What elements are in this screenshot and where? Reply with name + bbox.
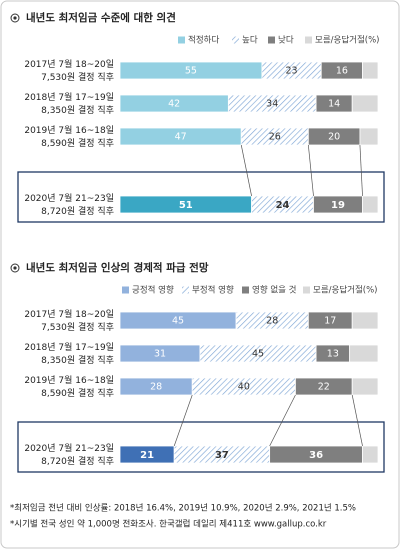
value-label: 51 bbox=[179, 200, 193, 211]
connector bbox=[359, 144, 363, 197]
bar-segment bbox=[362, 445, 379, 464]
legend-label: 부정적 영향 bbox=[192, 285, 234, 296]
category-label: 8,590원 결정 직후 bbox=[41, 138, 114, 149]
bar-segment bbox=[359, 127, 379, 146]
value-label: 19 bbox=[331, 200, 345, 211]
legend-swatch bbox=[122, 286, 129, 294]
legend-swatch bbox=[268, 36, 275, 44]
category-label: 8,350원 결정 직후 bbox=[41, 105, 114, 116]
category-label: 8,720원 결정 직후 bbox=[41, 206, 114, 217]
value-label: 14 bbox=[328, 99, 340, 110]
value-label: 16 bbox=[336, 66, 348, 77]
value-label: 47 bbox=[175, 132, 187, 143]
value-label: 42 bbox=[168, 99, 180, 110]
legend-label: 모름/응답거절(%) bbox=[313, 285, 378, 296]
legend-swatch bbox=[182, 286, 189, 294]
title-icon bbox=[10, 13, 20, 23]
category-label: 8,720원 결정 직후 bbox=[41, 456, 114, 467]
category-label: 2019년 7월 16~18일 bbox=[24, 124, 114, 136]
legend-label: 낮다 bbox=[278, 35, 294, 46]
value-label: 28 bbox=[266, 316, 278, 327]
value-label: 23 bbox=[286, 66, 298, 77]
footnote: *최저임금 전년 대비 인상률: 2018년 16.4%, 2019년 10.9… bbox=[10, 503, 356, 514]
connector bbox=[173, 394, 193, 447]
value-label: 36 bbox=[309, 450, 323, 461]
legend-swatch bbox=[242, 286, 249, 294]
category-label: 7,530원 결정 직후 bbox=[41, 72, 114, 83]
footnote: *시기별 전국 성인 약 1,000명 전화조사. 한국갤럽 데일리 제411호… bbox=[10, 519, 327, 530]
title-icon bbox=[13, 16, 17, 20]
category-label: 2017년 7월 18~20일 bbox=[24, 58, 114, 70]
legend-label: 높다 bbox=[242, 36, 258, 46]
category-label: 2018년 7월 17~19일 bbox=[24, 91, 114, 103]
legend-swatch bbox=[303, 286, 310, 294]
category-label: 2017년 7월 18~20일 bbox=[24, 308, 114, 320]
value-label: 40 bbox=[238, 382, 250, 393]
legend-label: 영향 없을 것 bbox=[252, 285, 297, 296]
highlight-box bbox=[17, 171, 385, 223]
legend-swatch bbox=[232, 36, 239, 44]
legend-label: 모름/응답거절(%) bbox=[315, 35, 380, 46]
legend-label: 적정하다 bbox=[188, 35, 219, 46]
legend-label: 긍정적 영향 bbox=[132, 285, 174, 296]
category-label: 8,590원 결정 직후 bbox=[41, 388, 114, 399]
value-label: 24 bbox=[276, 200, 290, 211]
highlight-box bbox=[17, 421, 385, 473]
value-label: 22 bbox=[318, 382, 330, 393]
category-label: 2020년 7월 21~23일 bbox=[24, 442, 114, 454]
value-label: 20 bbox=[328, 132, 340, 143]
connector bbox=[269, 394, 296, 447]
value-label: 34 bbox=[266, 99, 278, 110]
value-label: 45 bbox=[172, 316, 184, 327]
category-label: 2020년 7월 21~23일 bbox=[24, 192, 114, 204]
bar-segment bbox=[351, 311, 379, 330]
legend-swatch bbox=[178, 36, 185, 44]
value-label: 26 bbox=[269, 132, 281, 143]
value-label: 37 bbox=[215, 450, 229, 461]
connector bbox=[307, 144, 314, 197]
category-label: 2019년 7월 16~18일 bbox=[24, 374, 114, 386]
title-icon bbox=[10, 263, 20, 273]
category-label: 2018년 7월 17~19일 bbox=[24, 341, 114, 353]
chart-title: 내년도 최저임금 수준에 대한 의견 bbox=[26, 11, 176, 24]
category-label: 7,530원 결정 직후 bbox=[41, 322, 114, 333]
bar-segment bbox=[362, 61, 379, 80]
bar-segment bbox=[351, 94, 379, 113]
bar-segment bbox=[362, 195, 379, 214]
value-label: 55 bbox=[185, 66, 197, 77]
value-label: 45 bbox=[252, 349, 264, 360]
connector bbox=[240, 144, 252, 197]
value-label: 13 bbox=[327, 349, 339, 360]
title-icon bbox=[13, 266, 17, 270]
chart-title: 내년도 최저임금 인상의 경제적 파급 전망 bbox=[26, 261, 209, 274]
value-label: 31 bbox=[154, 349, 166, 360]
value-label: 28 bbox=[150, 382, 162, 393]
bar-segment bbox=[349, 344, 379, 363]
legend-swatch bbox=[305, 36, 312, 44]
value-label: 21 bbox=[140, 450, 154, 461]
bar-segment bbox=[351, 377, 379, 396]
value-label: 17 bbox=[324, 316, 336, 327]
connector bbox=[351, 394, 363, 447]
category-label: 8,350원 결정 직후 bbox=[41, 355, 114, 366]
